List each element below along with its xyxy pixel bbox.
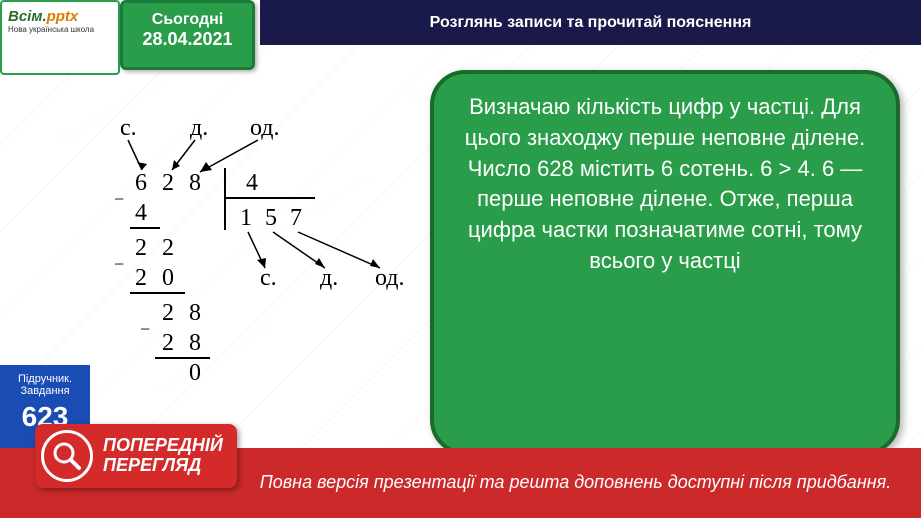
label-hundreds-side: с. [260,265,277,291]
svg-text:4: 4 [135,200,147,226]
svg-text:−: − [114,189,124,209]
svg-text:4: 4 [246,170,258,196]
logo-text: Всім.pptx [8,8,112,25]
svg-text:0: 0 [189,360,201,386]
preview-badge[interactable]: ПОПЕРЕДНІЙ ПЕРЕГЛЯД [35,424,237,488]
magnifier-icon [41,430,93,482]
label-tens-top: д. [190,115,208,141]
svg-text:−: − [140,319,150,339]
logo-box: Всім.pptx Нова українська школа [0,0,120,75]
preview-line2: ПЕРЕГЛЯД [103,456,223,476]
task-line1: Підручник. [4,373,86,385]
svg-text:7: 7 [290,205,302,231]
date-box: Сьогодні 28.04.2021 [120,0,255,70]
svg-text:5: 5 [265,205,277,231]
svg-text:6: 6 [135,170,147,196]
explanation-text: Визначаю кількість цифр у частці. Для ць… [456,92,874,277]
svg-text:0: 0 [162,265,174,291]
explanation-box: Визначаю кількість цифр у частці. Для ць… [430,70,900,455]
label-hundreds-top: с. [120,115,137,141]
svg-text:2: 2 [162,300,174,326]
task-line2: Завдання [4,385,86,397]
svg-text:−: − [114,254,124,274]
division-diagram: с. д. од. 6 2 8 4 1 5 7 − 4 [100,80,420,440]
label-ones-top: од. [250,115,280,141]
svg-text:2: 2 [135,265,147,291]
svg-text:8: 8 [189,170,201,196]
preview-line1: ПОПЕРЕДНІЙ [103,436,223,456]
logo-subtitle: Нова українська школа [8,25,112,34]
svg-text:1: 1 [240,205,252,231]
svg-text:2: 2 [162,170,174,196]
logo-suffix: pptx [47,8,79,25]
logo-prefix: Всім. [8,8,47,25]
label-tens-side: д. [320,265,338,291]
svg-text:2: 2 [162,330,174,356]
date-label: Сьогодні [123,11,252,29]
date-value: 28.04.2021 [123,29,252,50]
svg-text:2: 2 [135,235,147,261]
preview-label: ПОПЕРЕДНІЙ ПЕРЕГЛЯД [103,436,223,476]
svg-text:8: 8 [189,330,201,356]
svg-text:8: 8 [189,300,201,326]
svg-text:2: 2 [162,235,174,261]
label-ones-side: од. [375,265,405,291]
header-title: Розглянь записи та прочитай пояснення [260,0,921,45]
